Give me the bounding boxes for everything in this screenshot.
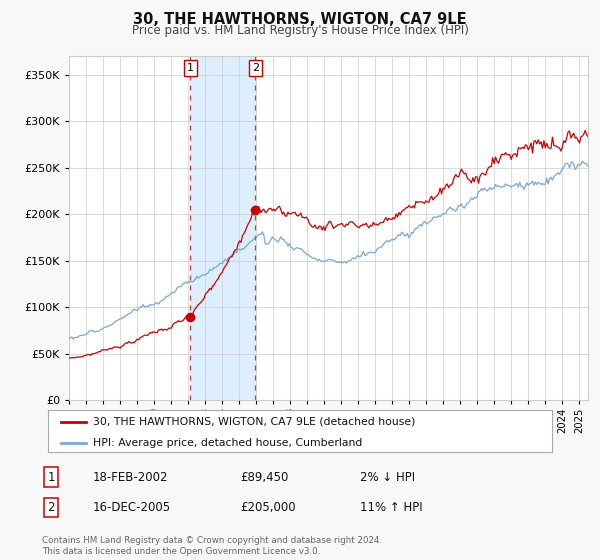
Text: Price paid vs. HM Land Registry's House Price Index (HPI): Price paid vs. HM Land Registry's House … [131,24,469,37]
Text: £89,450: £89,450 [240,470,289,484]
Text: 11% ↑ HPI: 11% ↑ HPI [360,501,422,514]
Text: HPI: Average price, detached house, Cumberland: HPI: Average price, detached house, Cumb… [94,438,363,448]
Text: 2: 2 [47,501,55,514]
Text: 18-FEB-2002: 18-FEB-2002 [93,470,169,484]
Text: 30, THE HAWTHORNS, WIGTON, CA7 9LE (detached house): 30, THE HAWTHORNS, WIGTON, CA7 9LE (deta… [94,417,416,427]
Point [185,312,195,321]
Text: 16-DEC-2005: 16-DEC-2005 [93,501,171,514]
Text: 2% ↓ HPI: 2% ↓ HPI [360,470,415,484]
Text: 2: 2 [252,63,259,73]
Bar [190,56,256,400]
Point [251,205,260,214]
Text: £205,000: £205,000 [240,501,296,514]
Text: 1: 1 [187,63,194,73]
Text: Contains HM Land Registry data © Crown copyright and database right 2024.
This d: Contains HM Land Registry data © Crown c… [42,536,382,556]
Text: 1: 1 [47,470,55,484]
Text: 30, THE HAWTHORNS, WIGTON, CA7 9LE: 30, THE HAWTHORNS, WIGTON, CA7 9LE [133,12,467,27]
